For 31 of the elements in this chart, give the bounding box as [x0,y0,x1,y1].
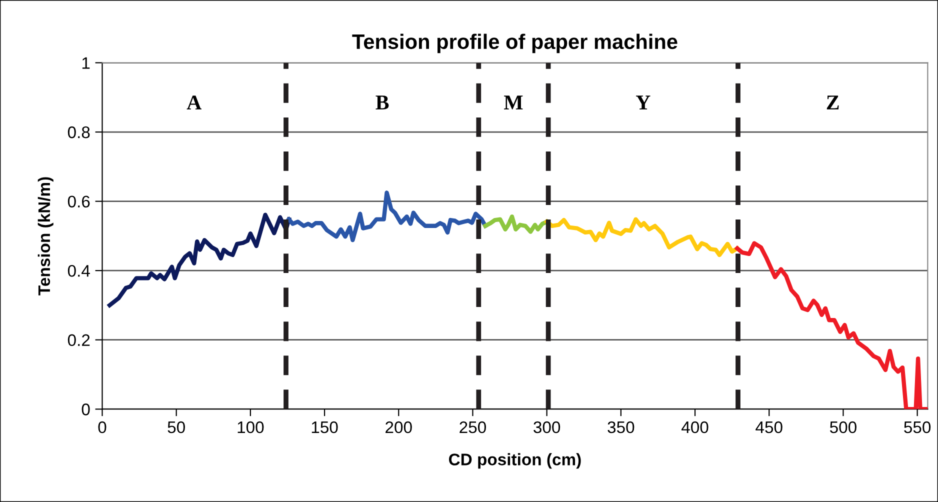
annotation: Y [636,96,650,110]
x-tick-label: 350 [608,421,634,434]
x-tick-label: 450 [756,421,782,434]
x-tick-label: 400 [682,421,708,434]
x-tick-label: 0 [98,421,106,434]
y-tick-label: 0.8 [68,126,90,138]
x-tick-label: 250 [460,421,486,434]
annotation: B [376,96,389,110]
line-series [483,214,549,234]
x-tick-label: 50 [168,421,185,434]
line-series [108,212,292,308]
y-tick-label: 1 [82,57,90,69]
x-tick-label: 300 [534,421,560,434]
x-tick-label: 550 [904,421,931,434]
line-series [286,190,488,242]
y-axis-title: Tension (kN/m) [38,177,54,296]
chart-title: Tension profile of paper machine [352,34,678,54]
annotation: Z [826,96,839,110]
y-tick-label: 0.6 [68,196,90,208]
annotation: A [186,96,202,110]
x-tick-label: 200 [386,421,412,434]
annotation: M [504,96,523,110]
y-tick-label: 0.4 [68,264,90,277]
x-tick-label: 100 [238,421,264,434]
y-tick-label: 0 [82,404,90,416]
y-tick-label: 0.2 [68,334,90,346]
x-tick-label: 150 [312,421,338,434]
x-axis-title: CD position (cm) [448,453,581,469]
line-series [735,241,928,410]
line-series [544,217,740,258]
x-tick-label: 500 [830,421,856,434]
